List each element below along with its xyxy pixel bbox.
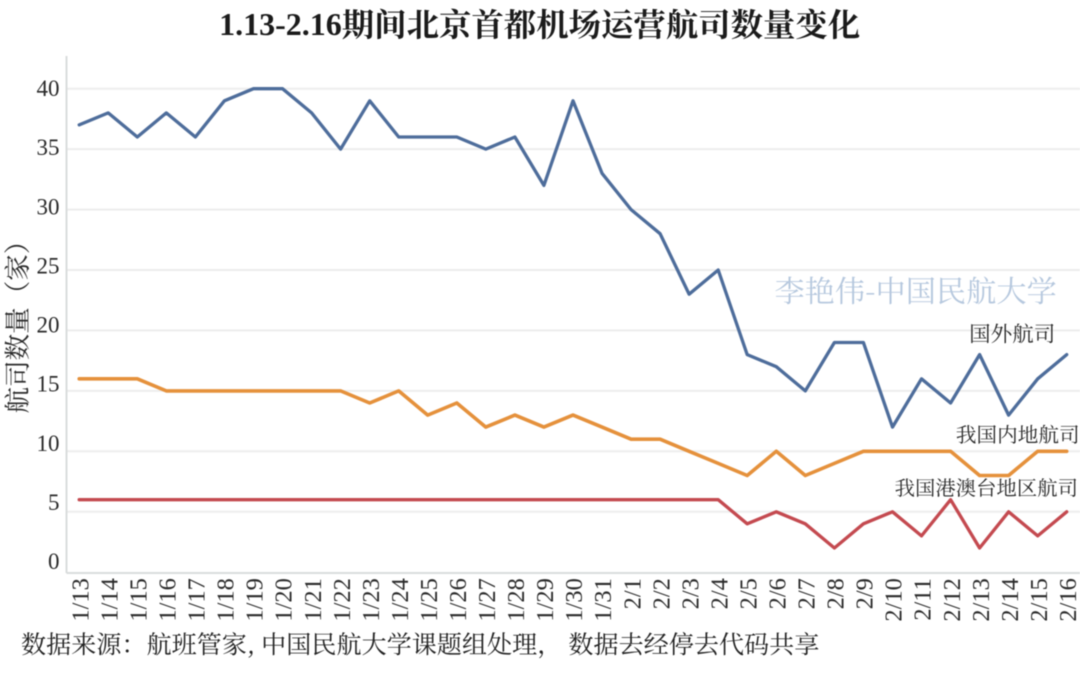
svg-text:0: 0	[48, 549, 60, 574]
svg-text:2/9: 2/9	[852, 578, 879, 609]
svg-text:40: 40	[37, 76, 60, 101]
svg-text:2/6: 2/6	[765, 578, 792, 609]
svg-text:2/2: 2/2	[648, 578, 675, 609]
svg-text:1/16: 1/16	[155, 578, 182, 621]
svg-text:2/13: 2/13	[968, 578, 995, 621]
svg-text:2/5: 2/5	[735, 578, 762, 609]
svg-text:1/18: 1/18	[213, 578, 240, 621]
svg-text:1/13: 1/13	[67, 578, 94, 621]
svg-text:1/29: 1/29	[532, 578, 559, 621]
svg-text:2/16: 2/16	[1055, 578, 1080, 621]
svg-text:5: 5	[48, 490, 60, 515]
svg-text:1/31: 1/31	[590, 578, 617, 621]
svg-text:10: 10	[37, 431, 60, 456]
svg-text:1/21: 1/21	[300, 578, 327, 621]
svg-text:2/1: 2/1	[619, 578, 646, 609]
svg-text:2/4: 2/4	[706, 578, 733, 609]
svg-text:1/27: 1/27	[474, 578, 501, 621]
svg-text:15: 15	[37, 372, 60, 397]
svg-text:1/23: 1/23	[358, 578, 385, 621]
svg-text:1/14: 1/14	[96, 578, 123, 621]
svg-text:2/15: 2/15	[1026, 578, 1053, 621]
svg-text:1/22: 1/22	[329, 578, 356, 621]
svg-text:2/8: 2/8	[823, 578, 850, 609]
svg-text:25: 25	[37, 253, 60, 278]
svg-text:1/17: 1/17	[184, 578, 211, 621]
svg-text:30: 30	[37, 194, 60, 219]
svg-text:1/19: 1/19	[242, 578, 269, 621]
svg-text:2/3: 2/3	[677, 578, 704, 609]
svg-text:2/10: 2/10	[881, 578, 908, 621]
svg-text:1/25: 1/25	[416, 578, 443, 621]
svg-text:20: 20	[37, 313, 60, 338]
svg-text:35: 35	[37, 135, 60, 160]
svg-text:1/30: 1/30	[561, 578, 588, 621]
svg-text:2/14: 2/14	[997, 578, 1024, 621]
svg-text:1/28: 1/28	[503, 578, 530, 621]
svg-text:2/11: 2/11	[910, 578, 937, 620]
svg-text:2/12: 2/12	[939, 578, 966, 621]
svg-text:2/7: 2/7	[794, 578, 821, 609]
svg-text:1/24: 1/24	[387, 578, 414, 621]
svg-text:1.13-2.16: 1.13-2.16	[219, 6, 342, 42]
svg-text:1/26: 1/26	[445, 578, 472, 621]
svg-text:1/20: 1/20	[271, 578, 298, 621]
svg-text:1/15: 1/15	[126, 578, 153, 621]
